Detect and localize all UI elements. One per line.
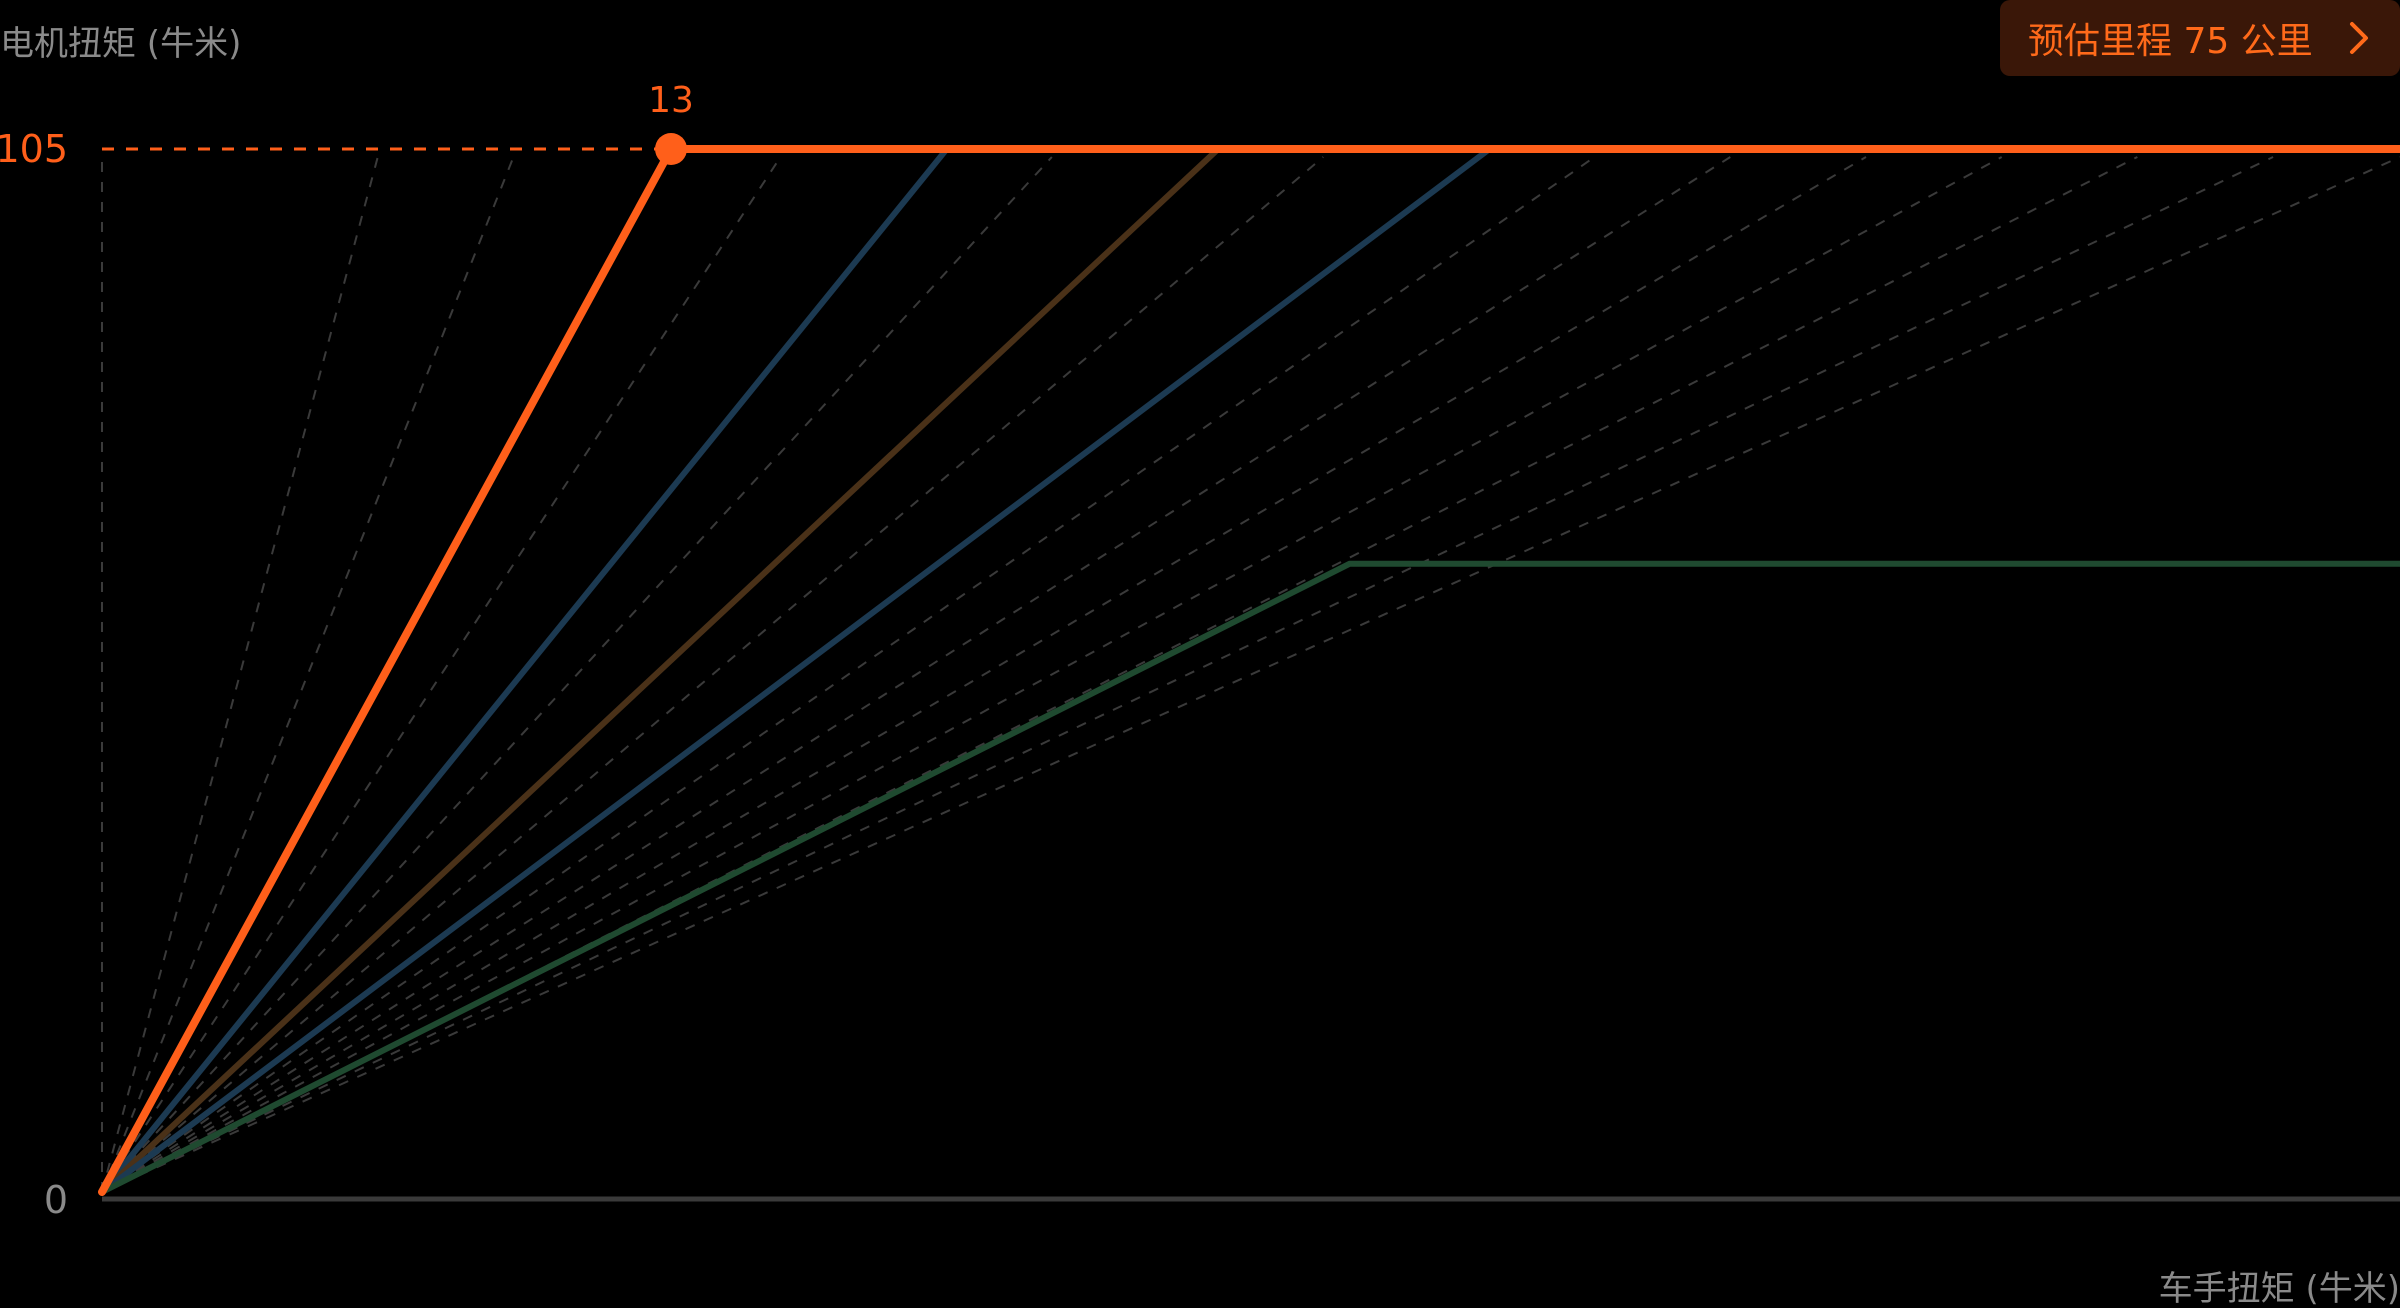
y-axis-title: 电机扭矩 (牛米) bbox=[0, 24, 241, 64]
guide-line bbox=[101, 156, 782, 1193]
assist-curve[interactable] bbox=[99, 146, 1493, 1195]
y-tick-label: 0 bbox=[44, 1178, 68, 1222]
guide-line bbox=[101, 156, 1867, 1193]
assist-curve[interactable] bbox=[99, 560, 2400, 1195]
guide-line bbox=[101, 156, 1731, 1193]
assist-curve[interactable] bbox=[99, 146, 1222, 1195]
guide-line bbox=[101, 156, 1053, 1193]
guide-line bbox=[101, 156, 1324, 1193]
guide-line bbox=[101, 156, 379, 1193]
highlight-point[interactable] bbox=[655, 133, 688, 165]
chevron-right-icon bbox=[2350, 22, 2368, 54]
x-axis-title: 车手扭矩 (牛米) bbox=[2159, 1269, 2400, 1308]
assist-curve[interactable] bbox=[99, 146, 950, 1195]
guide-line bbox=[101, 156, 2274, 1193]
y-tick-label: 105 bbox=[0, 127, 68, 171]
highlight-point-label: 13 bbox=[648, 80, 694, 121]
guide-line bbox=[101, 156, 515, 1193]
guide-line bbox=[101, 156, 2003, 1193]
estimated-range-label: 预估里程 75 公里 bbox=[2028, 21, 2313, 62]
guide-line bbox=[101, 156, 1596, 1193]
guide-line bbox=[101, 156, 2400, 1193]
curve-series bbox=[98, 145, 2400, 1196]
estimated-range-button[interactable]: 预估里程 75 公里 bbox=[2000, 0, 2400, 76]
selected-curve[interactable] bbox=[98, 145, 2400, 1196]
guide-lines bbox=[101, 156, 2400, 1193]
